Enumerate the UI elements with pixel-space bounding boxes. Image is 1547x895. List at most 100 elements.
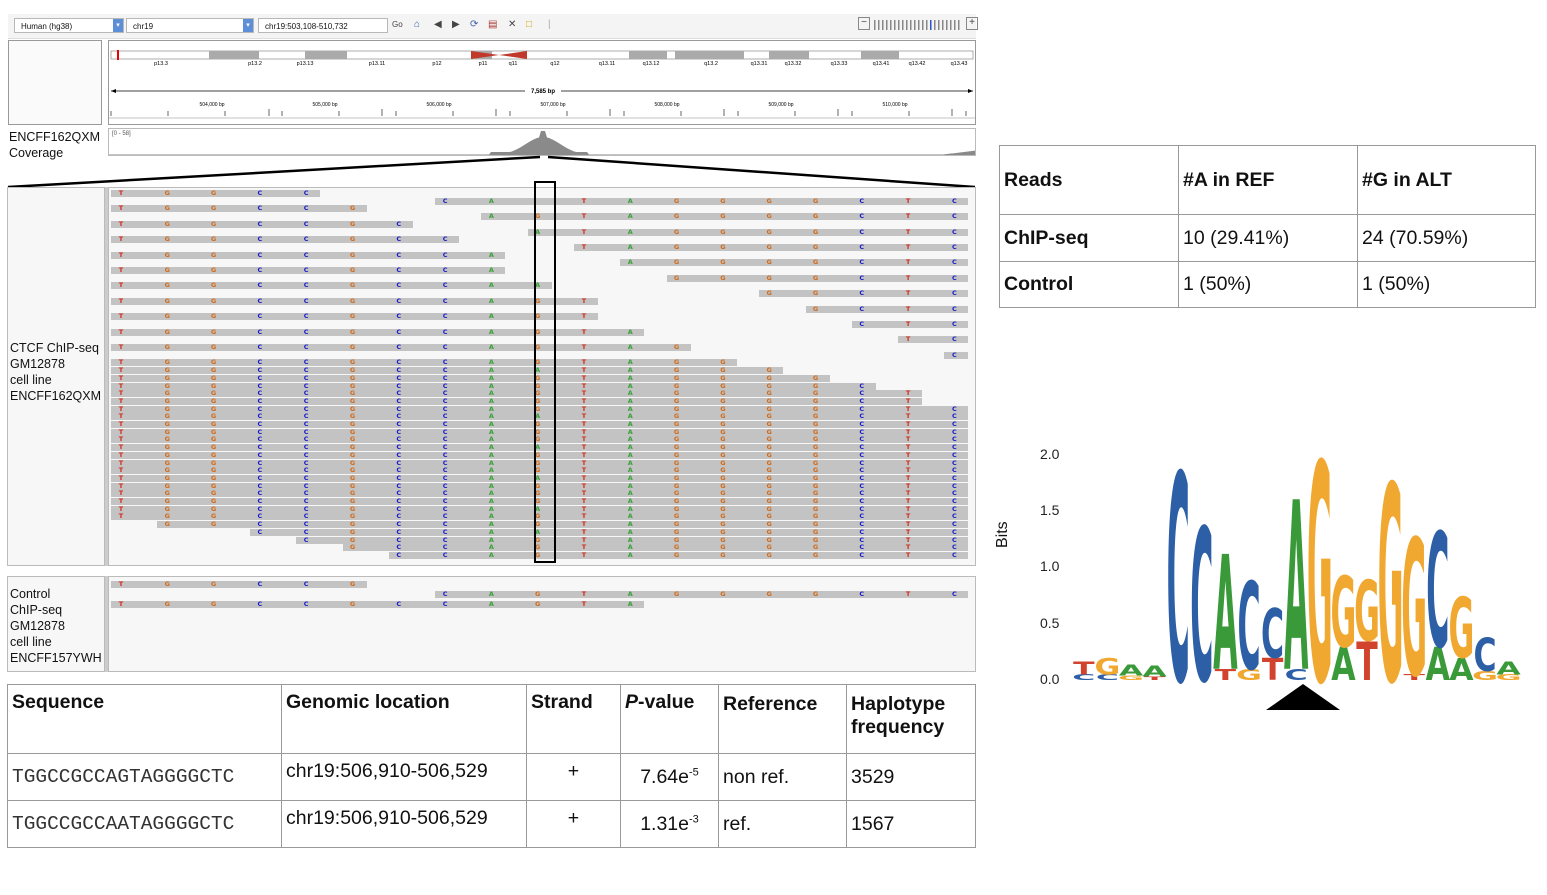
back-icon[interactable]: ◀	[434, 19, 442, 30]
read-base: G	[812, 304, 819, 313]
alt-count: 24 (70.59%)	[1357, 214, 1536, 262]
read-base: T	[118, 281, 124, 290]
logo-letter: T	[1073, 658, 1095, 679]
read-bar	[111, 297, 598, 305]
home-icon[interactable]: ⌂	[414, 19, 421, 30]
read-base: G	[210, 412, 217, 421]
read-base: C	[952, 489, 957, 498]
read-base: C	[257, 266, 263, 274]
read-base: G	[164, 497, 170, 505]
read-base: G	[535, 458, 541, 467]
read-base: A	[627, 196, 633, 205]
read-base: G	[673, 504, 680, 513]
read-base: C	[442, 600, 448, 608]
read-base: C	[442, 443, 448, 452]
read-base: G	[766, 512, 772, 521]
control-label-line2: ChIP-seq	[10, 603, 63, 617]
ruler-icon[interactable]: ▤	[488, 19, 498, 30]
read-base: G	[720, 258, 726, 267]
read-base: C	[952, 473, 957, 482]
read-base: G	[812, 443, 819, 452]
read-base: G	[812, 489, 819, 498]
read-base: T	[118, 358, 124, 367]
read-base: G	[210, 600, 217, 608]
read-base: G	[673, 466, 680, 475]
read-base: A	[535, 443, 541, 452]
read-base: G	[812, 535, 819, 544]
close-icon[interactable]: ✕	[508, 19, 517, 30]
read-base: G	[812, 381, 819, 390]
read-base: T	[118, 580, 124, 588]
allele-counts-table: Reads #A in REF #G in ALT ChIP-seq 10 (2…	[999, 145, 1536, 308]
read-bar	[111, 236, 460, 244]
read-base: C	[303, 389, 309, 398]
locus-input[interactable]: chr19:503,108-510,732	[258, 18, 388, 33]
read-base: C	[442, 250, 448, 259]
read-base: G	[673, 373, 680, 382]
logo-letter: T	[1403, 673, 1425, 682]
chromosome-select[interactable]: chr19 ▾	[126, 18, 254, 33]
forward-icon[interactable]: ▶	[452, 19, 460, 30]
header-ref: #A in REF	[1178, 145, 1358, 215]
read-base: G	[766, 427, 772, 436]
read-bar	[111, 313, 598, 321]
header-left-panel	[8, 40, 102, 125]
logo-letter: G	[1448, 581, 1474, 677]
read-base: T	[905, 458, 911, 467]
read-bar	[111, 505, 969, 513]
read-base: C	[859, 242, 865, 251]
read-base: G	[210, 281, 217, 290]
read-base: G	[766, 458, 772, 467]
ref-count: 10 (29.41%)	[1178, 214, 1358, 262]
logo-letter: G	[1472, 669, 1498, 683]
span-arrow-left	[111, 89, 116, 93]
read-base: A	[627, 458, 633, 467]
read-base: C	[257, 404, 263, 413]
read-base: G	[210, 512, 217, 521]
read-base: G	[673, 473, 680, 482]
band-label: q13.33	[831, 61, 848, 67]
popup-icon[interactable]: □	[526, 19, 533, 30]
go-button[interactable]: Go	[392, 20, 403, 29]
read-base: G	[210, 420, 217, 428]
genome-select[interactable]: Human (hg38) ▾	[14, 18, 124, 33]
read-base: G	[720, 520, 726, 529]
band-label: q13.2	[704, 61, 718, 67]
read-base: A	[627, 481, 633, 490]
pvalue-cell: 1.31e-3	[620, 800, 719, 848]
read-base: T	[118, 343, 124, 351]
zoom-out-button[interactable]: −	[858, 17, 870, 30]
read-base: T	[581, 343, 587, 351]
read-base: C	[396, 366, 402, 375]
chromosome-body	[110, 50, 974, 60]
read-base: C	[442, 520, 448, 529]
read-base: G	[720, 242, 726, 251]
read-base: C	[303, 458, 309, 467]
read-base: G	[349, 389, 356, 398]
refresh-icon[interactable]: ⟳	[470, 19, 479, 30]
read-base: G	[720, 543, 726, 552]
chromosome-band	[209, 51, 259, 59]
read-base: T	[118, 420, 124, 428]
band-label: q12	[550, 61, 559, 67]
coverage-track: [0 - 58]	[108, 128, 976, 156]
zoom-slider[interactable]	[872, 19, 964, 31]
read-base: G	[812, 473, 819, 482]
header-reads: Reads	[999, 145, 1179, 215]
read-base: C	[859, 227, 865, 236]
read-base: C	[859, 543, 865, 552]
read-base: C	[257, 373, 263, 382]
read-base: G	[349, 489, 356, 498]
snp-highlight-box	[534, 181, 556, 563]
zoom-in-button[interactable]: +	[966, 17, 978, 30]
read-base: C	[442, 427, 448, 436]
read-base: G	[210, 489, 217, 498]
read-base: G	[535, 373, 541, 382]
read-base: G	[766, 520, 772, 529]
read-base: A	[488, 389, 494, 398]
read-base: G	[535, 543, 541, 552]
read-base: C	[257, 427, 263, 436]
logo-letter: A	[1284, 454, 1308, 715]
